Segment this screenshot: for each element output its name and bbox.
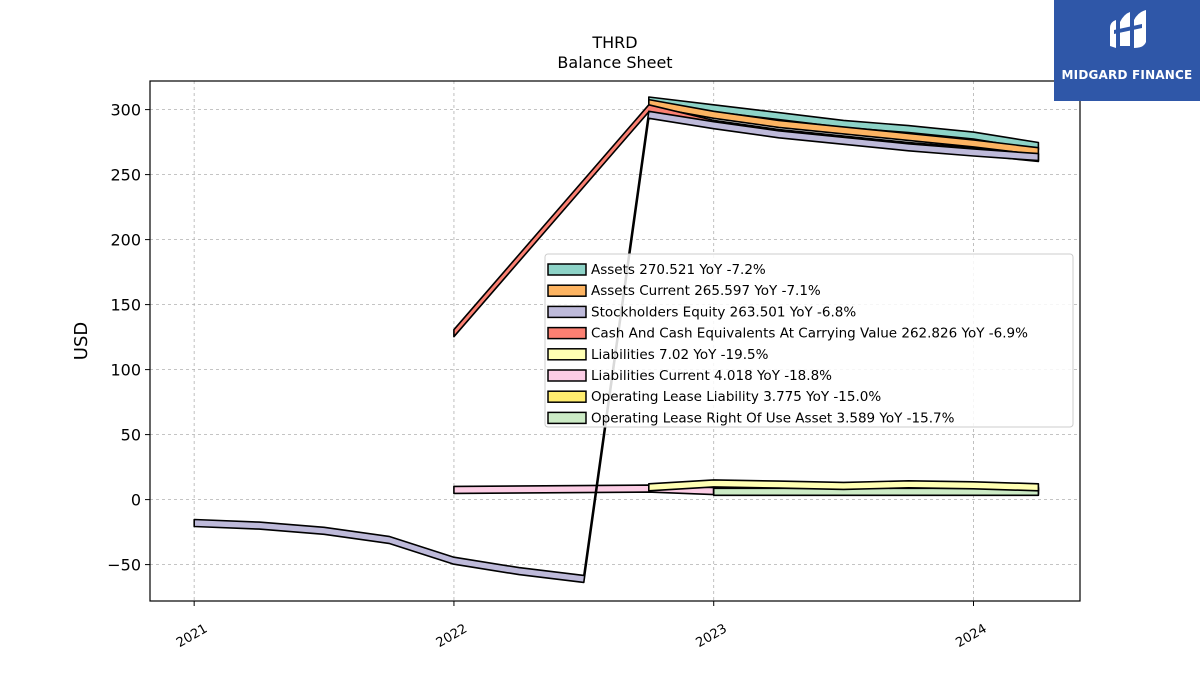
y-tick-label: 250 bbox=[110, 166, 141, 185]
chart-title: THRD bbox=[591, 33, 637, 52]
y-tick-label: 50 bbox=[121, 426, 141, 445]
legend-entry: Stockholders Equity 263.501 YoY -6.8% bbox=[591, 304, 856, 320]
y-tick-label: 300 bbox=[110, 101, 141, 120]
x-tick-label: 2024 bbox=[953, 621, 989, 651]
y-axis: −50 0 50 100 150 200 250 300 bbox=[107, 101, 150, 575]
legend-swatch bbox=[547, 411, 587, 425]
chart-subtitle: Balance Sheet bbox=[557, 53, 672, 72]
y-tick-label: 100 bbox=[110, 361, 141, 380]
y-tick-label: −50 bbox=[107, 556, 141, 575]
x-tick-label: 2022 bbox=[434, 621, 470, 651]
y-tick-label: 0 bbox=[131, 491, 141, 510]
legend-entry: Operating Lease Right Of Use Asset 3.589… bbox=[591, 410, 955, 426]
legend-swatch bbox=[547, 326, 587, 340]
legend-swatch bbox=[547, 305, 587, 319]
brand-mark-icon bbox=[1110, 10, 1146, 48]
x-axis: 2021 2022 2023 2024 bbox=[174, 601, 989, 651]
legend-entry: Liabilities Current 4.018 YoY -18.8% bbox=[591, 368, 832, 384]
legend-entry: Assets 270.521 YoY -7.2% bbox=[591, 262, 766, 278]
series-area bbox=[647, 479, 1040, 492]
plot-frame bbox=[149, 80, 1081, 602]
legend-entry: Operating Lease Liability 3.775 YoY -15.… bbox=[591, 389, 881, 405]
legend-swatch bbox=[547, 348, 587, 361]
legend-swatch bbox=[547, 369, 587, 382]
x-tick-label: 2023 bbox=[694, 621, 730, 651]
legend-swatch bbox=[547, 390, 587, 403]
y-tick-label: 150 bbox=[110, 296, 141, 315]
legend-entry: Cash And Cash Equivalents At Carrying Va… bbox=[591, 326, 1028, 342]
y-axis-label: USD bbox=[71, 322, 92, 360]
brand-logo: MIDGARD FINANCE bbox=[1054, 0, 1200, 101]
x-tick-label: 2021 bbox=[174, 621, 210, 651]
legend: Assets 270.521 YoY -7.2% Assets Current 2… bbox=[544, 253, 1074, 428]
legend-swatch bbox=[547, 263, 587, 276]
legend-box bbox=[544, 253, 1074, 428]
legend-entry: Assets Current 265.597 YoY -7.1% bbox=[591, 283, 821, 299]
brand-name: MIDGARD FINANCE bbox=[1061, 68, 1193, 82]
legend-swatch bbox=[547, 284, 587, 297]
legend-entry: Liabilities 7.02 YoY -19.5% bbox=[591, 347, 769, 363]
y-tick-label: 200 bbox=[110, 231, 141, 250]
